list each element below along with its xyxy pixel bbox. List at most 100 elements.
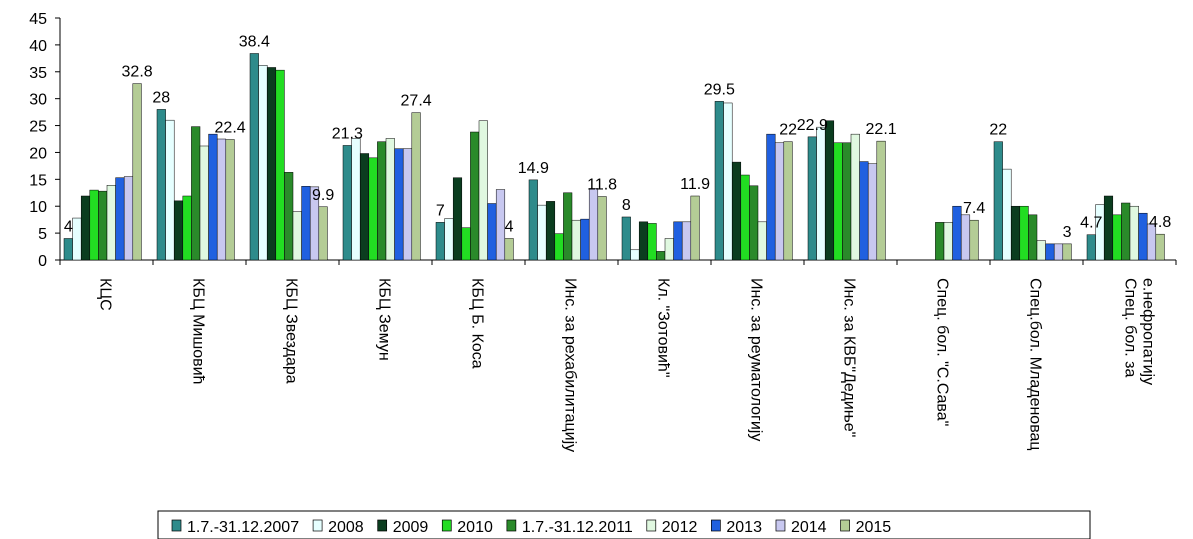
bar <box>266 67 277 261</box>
legend-entry: 2010 <box>457 519 493 536</box>
bar <box>123 176 134 261</box>
bar <box>824 120 835 261</box>
data-label: 8 <box>622 197 631 214</box>
bar <box>359 153 370 261</box>
bar <box>487 203 497 261</box>
bar <box>774 142 785 261</box>
bar <box>757 221 767 261</box>
bar <box>816 126 826 261</box>
legend-swatch <box>171 519 182 532</box>
bar <box>402 148 413 261</box>
bar <box>935 222 945 261</box>
bar <box>461 227 471 261</box>
bar <box>571 219 581 261</box>
bar <box>98 190 108 261</box>
category-label: КБЦ Б. Коса <box>469 278 486 369</box>
bar <box>1112 214 1122 261</box>
bar <box>537 204 547 261</box>
bar <box>1002 168 1012 261</box>
category-label: Инс. за рехабилитацију <box>562 278 579 452</box>
y-tick-label: 5 <box>38 226 47 243</box>
bar <box>156 109 166 261</box>
bar <box>478 120 488 261</box>
bar <box>342 145 352 261</box>
bar <box>766 133 776 261</box>
legend-entry: 2015 <box>856 519 892 536</box>
legend-swatch <box>441 519 452 532</box>
chart-legend: 1.7.-31.12.2007 2008 2009 2010 1.7.-31.12.20… <box>157 510 1091 539</box>
bar <box>1036 240 1046 261</box>
bar <box>452 177 463 261</box>
legend-entry: 2008 <box>328 519 364 536</box>
bar <box>749 185 759 261</box>
data-label: 11.8 <box>587 177 617 194</box>
bar <box>1045 243 1055 261</box>
bar <box>545 201 556 261</box>
category-label: Спец. бол. "С.Сава" <box>934 278 951 426</box>
bar <box>351 138 361 261</box>
bar <box>1086 234 1096 261</box>
data-label: 4.7 <box>1080 215 1102 232</box>
category-label: е.нефропатију <box>1140 278 1157 385</box>
legend-entry: 2014 <box>791 519 827 536</box>
bar <box>258 65 268 261</box>
bar <box>690 195 700 261</box>
bar <box>216 138 227 261</box>
bar <box>580 218 590 261</box>
bar <box>943 222 953 261</box>
bar <box>859 161 869 261</box>
bar <box>1062 243 1072 261</box>
legend-swatch <box>312 519 323 532</box>
bar <box>673 221 683 261</box>
bar <box>301 186 311 261</box>
bar <box>638 221 649 261</box>
y-tick-label: 40 <box>29 38 47 55</box>
bar <box>563 192 573 261</box>
category-label: Инс. за КВБ"Дедиње" <box>841 278 858 437</box>
bar <box>664 238 674 261</box>
bar <box>952 205 962 261</box>
data-label: 4 <box>505 218 514 235</box>
bar <box>588 188 599 261</box>
bar <box>394 148 404 261</box>
bar <box>115 177 125 261</box>
bar <box>714 101 724 261</box>
y-tick-label: 0 <box>38 253 47 270</box>
bar <box>630 249 640 261</box>
data-label: 28 <box>152 89 170 106</box>
chart-data-labels: 4 32.8 28 22.4 38.4 9.9 21.3 27.4 7 4 14.9 11.8 8 11.… <box>64 33 1171 240</box>
legend-entry: 2009 <box>393 519 429 536</box>
data-label: 22 <box>989 122 1007 139</box>
bar <box>993 141 1003 261</box>
legend-swatch <box>377 519 388 532</box>
bar <box>842 142 852 261</box>
bar <box>597 196 607 261</box>
category-label: КЦС <box>97 278 114 311</box>
legend-swatch <box>775 519 786 532</box>
legend-swatch <box>840 519 850 532</box>
y-tick-label: 45 <box>29 11 47 28</box>
bar <box>850 133 860 261</box>
bar <box>723 102 733 261</box>
bar <box>377 141 387 261</box>
data-label: 27.4 <box>401 93 432 110</box>
category-label: Кл. "Зотовић" <box>655 278 672 378</box>
data-label: 21.3 <box>332 125 363 142</box>
data-label: 29.5 <box>704 81 735 98</box>
bar <box>1019 205 1029 261</box>
bar <box>731 161 742 261</box>
bar <box>132 83 142 261</box>
bar <box>495 189 506 261</box>
bar <box>681 221 692 261</box>
data-label: 38.4 <box>239 33 270 50</box>
legend-swatch <box>506 519 517 532</box>
category-label: Инс. за реуматологију <box>748 278 765 441</box>
data-label: 7.4 <box>963 200 985 217</box>
bar <box>807 136 817 261</box>
bar <box>1129 205 1139 261</box>
bar <box>72 217 82 261</box>
data-label: 4.8 <box>1149 214 1171 231</box>
y-tick-label: 30 <box>29 92 47 109</box>
bar <box>208 133 218 261</box>
legend-entry: 1.7.-31.12.2011 <box>522 519 633 536</box>
